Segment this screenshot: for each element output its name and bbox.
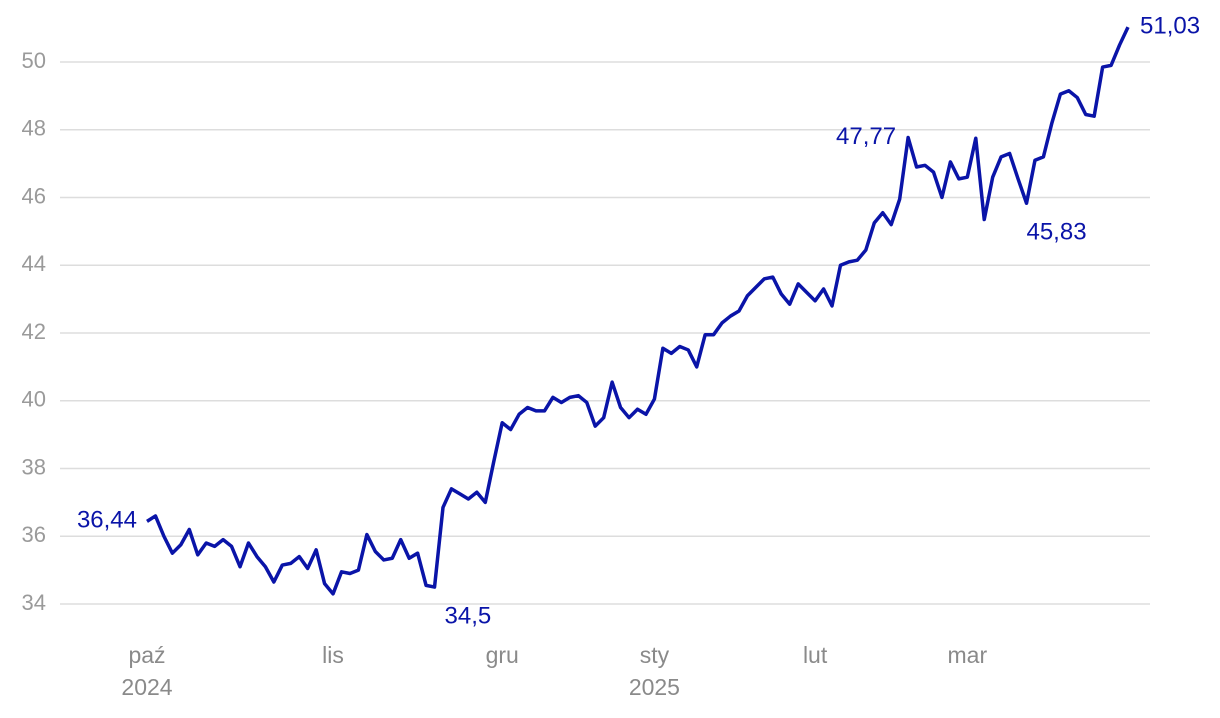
value-label: 47,77	[836, 123, 896, 150]
x-tick-label: lut	[803, 642, 828, 668]
y-tick-label: 50	[22, 48, 46, 73]
y-tick-label: 42	[22, 319, 46, 344]
x-tick-label: mar	[948, 642, 988, 668]
x-tick-label: sty 2025	[629, 642, 680, 700]
value-label: 51,03	[1140, 12, 1200, 39]
x-tick-label: gru	[486, 642, 519, 668]
value-label: 45,83	[1026, 219, 1086, 246]
y-tick-label: 36	[22, 522, 46, 547]
value-label: 36,44	[77, 507, 137, 534]
y-tick-label: 46	[22, 183, 46, 208]
y-tick-label: 38	[22, 454, 46, 479]
y-tick-label: 34	[22, 590, 46, 615]
y-tick-label: 48	[22, 116, 46, 141]
y-tick-label: 40	[22, 387, 46, 412]
line	[146, 26, 1130, 596]
y-tick-label: 44	[22, 251, 46, 276]
x-tick-label: lis	[322, 642, 344, 668]
x-tick-label: paź 2024	[121, 642, 172, 700]
value-label: 34,5	[445, 602, 492, 629]
